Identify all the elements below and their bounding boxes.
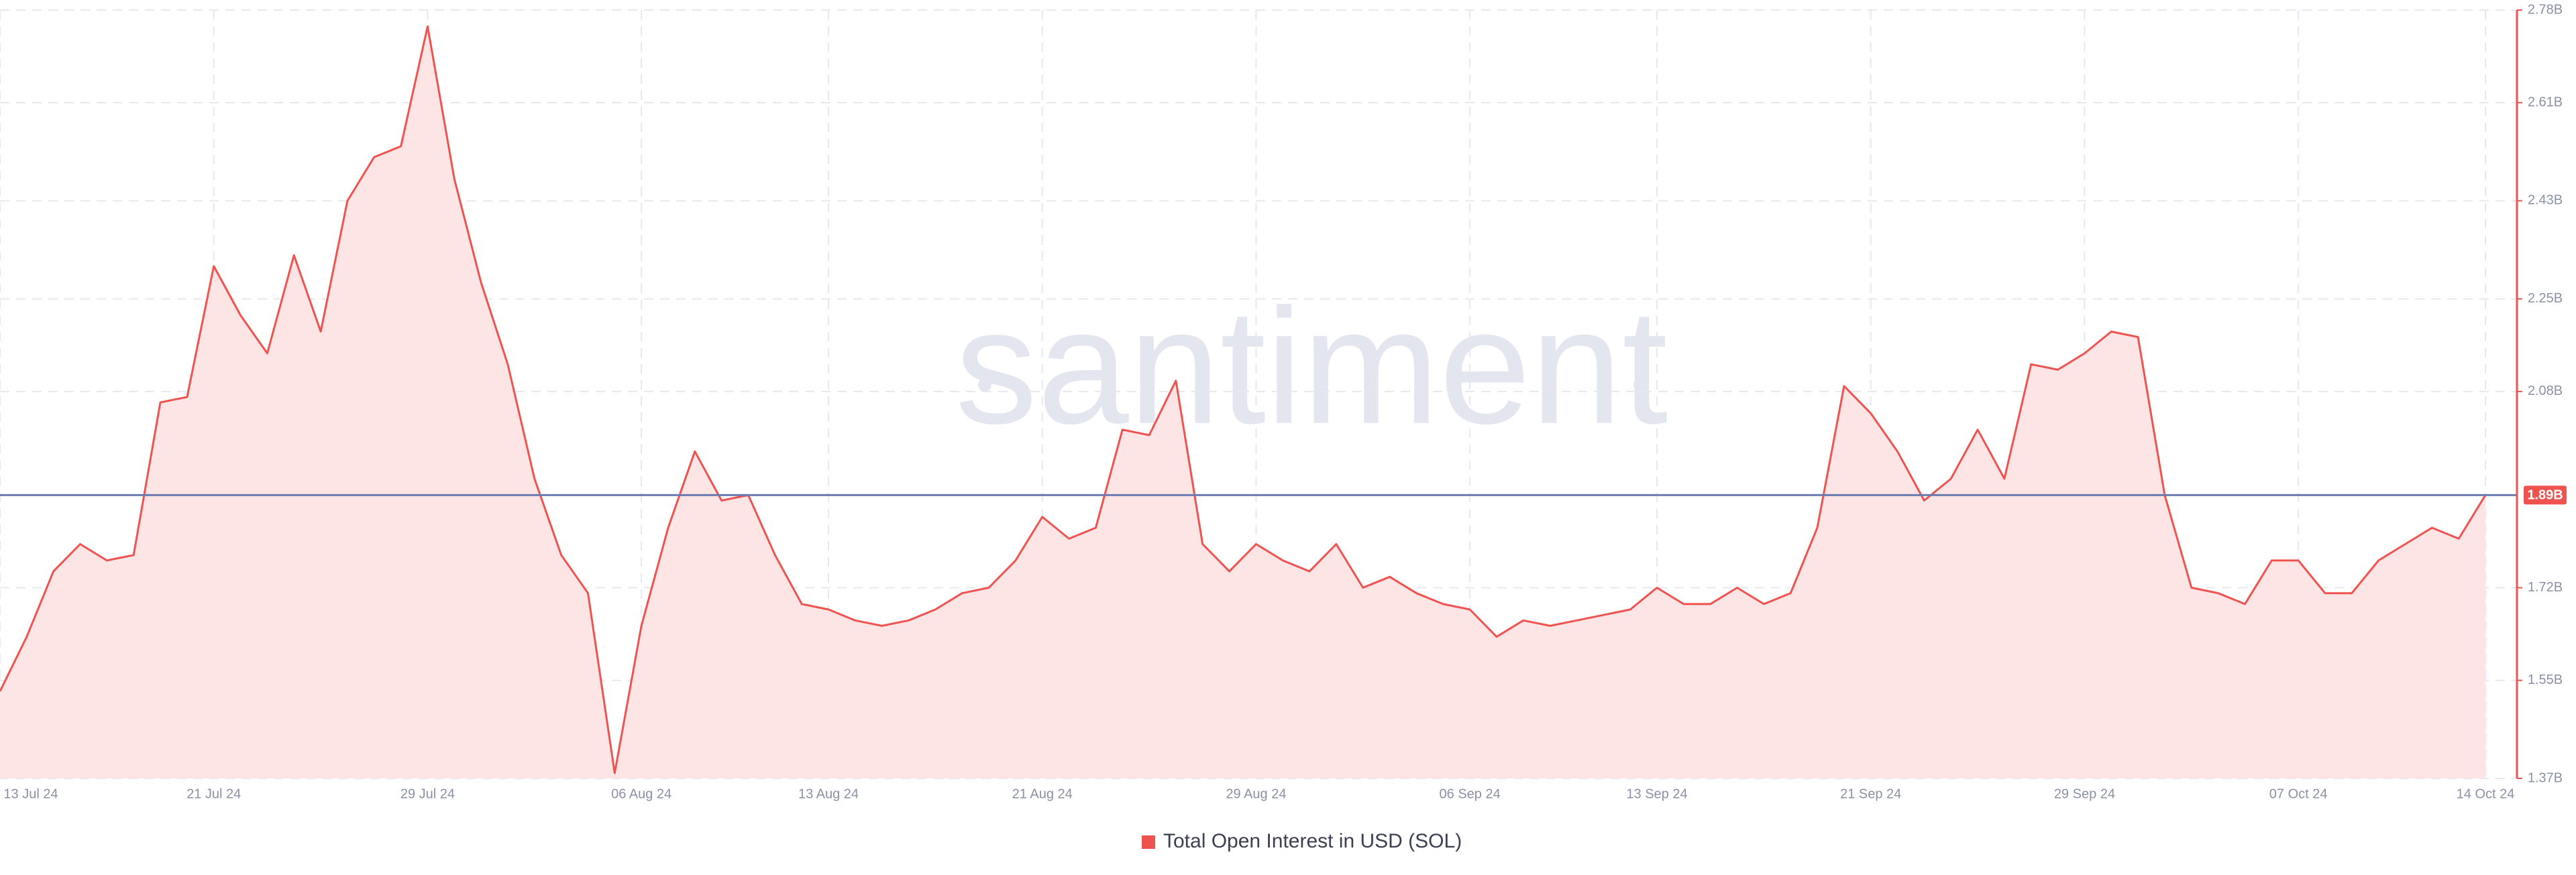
x-tick-label: 29 Sep 24: [2054, 786, 2115, 801]
x-tick-label: 07 Oct 24: [2269, 786, 2328, 801]
y-tick-label: 2.43B: [2528, 193, 2563, 208]
y-tick-label: 2.08B: [2528, 384, 2563, 398]
x-tick-label: 29 Aug 24: [1226, 786, 1286, 801]
legend-swatch: [1142, 835, 1155, 849]
y-tick-label: 2.25B: [2528, 291, 2563, 306]
x-tick-label: 06 Sep 24: [1440, 786, 1501, 801]
y-tick-label: 2.78B: [2528, 2, 2563, 17]
y-tick-label: 1.55B: [2528, 673, 2563, 687]
x-tick-label: 13 Aug 24: [798, 786, 859, 801]
y-tick-label: 1.72B: [2528, 580, 2563, 595]
reference-label-box: [2524, 485, 2567, 505]
area: [0, 26, 2485, 778]
legend: Total Open Interest in USD (SOL): [1142, 830, 1462, 852]
legend-label: Total Open Interest in USD (SOL): [1163, 830, 1462, 852]
watermark: santiment: [955, 274, 1668, 458]
x-tick-label: 06 Aug 24: [611, 786, 672, 801]
y-tick-label: 1.37B: [2528, 770, 2563, 785]
x-tick-label: 21 Aug 24: [1012, 786, 1073, 801]
reference-label: 1.89B: [2527, 488, 2563, 503]
line: [0, 25, 2487, 774]
x-tick-label: 21 Sep 24: [1840, 786, 1901, 801]
y-tick-label: 2.61B: [2528, 95, 2563, 109]
watermark-dot: [978, 378, 991, 392]
x-tick-label: 21 Jul 24: [186, 786, 241, 801]
x-tick-label: 29 Jul 24: [400, 786, 455, 801]
watermark-text: santiment: [955, 274, 1668, 458]
x-tick-label: 13 Sep 24: [1626, 786, 1687, 801]
watermark-dot: [1633, 378, 1647, 392]
x-tick-label: 13 Jul 24: [3, 786, 58, 801]
x-tick-label: 14 Oct 24: [2457, 786, 2515, 801]
